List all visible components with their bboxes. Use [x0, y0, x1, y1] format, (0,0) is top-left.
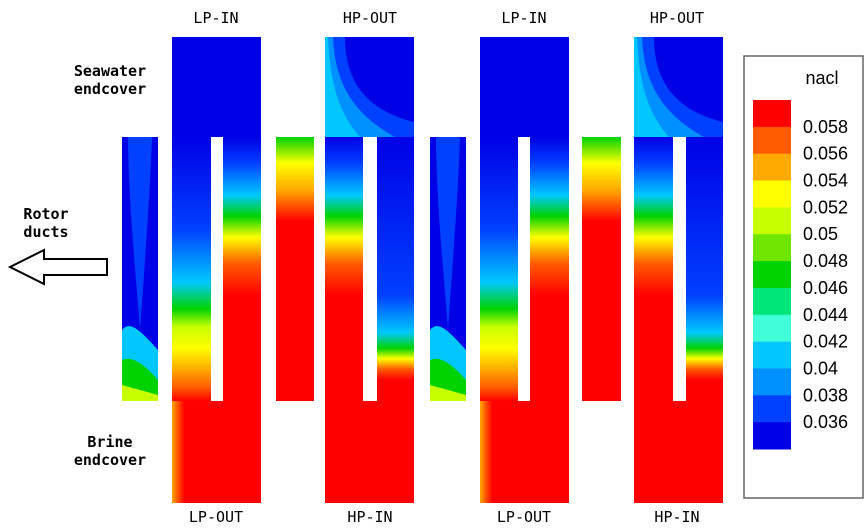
port-label-top-1: LP-IN	[193, 9, 238, 27]
port-label-bottom-2: HP-IN	[347, 508, 392, 526]
rotor-duct-5	[325, 137, 363, 401]
rotor-duct-10	[582, 137, 621, 401]
brine-endcover-lp-out-1	[172, 401, 261, 503]
legend-tick-label: 0.056	[803, 144, 848, 164]
brine-endcover-lp-out-2	[480, 401, 569, 503]
legend-swatch	[753, 126, 791, 155]
port-label-bottom-3: LP-OUT	[497, 508, 551, 526]
legend-swatch	[753, 368, 791, 396]
port-label-top-4: HP-OUT	[650, 9, 704, 27]
legend-labels: 0.058 0.056 0.054 0.052 0.05 0.048 0.046 0.044 0…	[803, 117, 848, 432]
rotor-duct-11	[634, 137, 673, 401]
brine-endcover-label-line2: endcover	[74, 451, 146, 469]
seawater-endcover-label-line1: Seawater	[74, 62, 146, 80]
legend-swatch	[753, 100, 791, 128]
port-label-top-3: LP-IN	[501, 9, 546, 27]
legend-tick-label: 0.042	[803, 332, 848, 352]
seawater-endcover-label-line2: endcover	[74, 80, 146, 98]
seawater-endcover-lp-in-2	[480, 37, 569, 137]
rotor-duct-4	[276, 137, 314, 401]
legend-swatch	[753, 261, 791, 289]
legend-swatch	[753, 234, 791, 262]
legend-tick-label: 0.04	[803, 358, 838, 378]
rotor-duct-7	[430, 137, 466, 401]
legend-swatch	[753, 341, 791, 369]
legend-tick-label: 0.038	[803, 385, 848, 405]
rotor-duct-12	[686, 137, 723, 401]
rotor-duct-1	[122, 137, 158, 401]
rotor-ducts-label-line1: Rotor	[23, 205, 68, 223]
legend-tick-label: 0.05	[803, 224, 838, 244]
legend-swatch	[753, 207, 791, 235]
legend-title: nacl	[805, 68, 838, 88]
port-label-top-2: HP-OUT	[343, 9, 397, 27]
legend-tick-label: 0.058	[803, 117, 848, 137]
legend-swatch	[753, 422, 791, 450]
rotor-duct-3	[223, 137, 261, 401]
seawater-endcover-lp-in-1	[172, 37, 261, 137]
left-arrow-outline-icon	[7, 248, 108, 286]
brine-endcover-hp-in-1	[325, 401, 414, 503]
seawater-endcover-hp-out-2	[634, 37, 723, 137]
rotor-duct-9	[530, 137, 569, 401]
brine-endcover-hp-in-2	[634, 401, 723, 503]
legend-tick-label: 0.046	[803, 278, 848, 298]
legend-tick-label: 0.052	[803, 197, 848, 217]
brine-endcover-label-line1: Brine	[87, 433, 132, 451]
rotor-duct-2	[172, 137, 211, 401]
legend-tick-label: 0.048	[803, 251, 848, 271]
port-label-bottom-1: LP-OUT	[189, 508, 243, 526]
rotor-duct-6	[377, 137, 414, 401]
legend-swatch	[753, 153, 791, 182]
rotor-duct-8	[480, 137, 518, 401]
legend-tick-label: 0.044	[803, 305, 848, 325]
port-label-bottom-4: HP-IN	[654, 508, 699, 526]
seawater-endcover-hp-out-1	[325, 37, 414, 137]
legend-swatch	[753, 395, 791, 423]
legend-tick-label: 0.054	[803, 171, 848, 191]
legend-color-bar	[753, 100, 791, 450]
legend-tick-label: 0.036	[803, 412, 848, 432]
legend-swatch	[753, 287, 791, 316]
legend-swatch	[753, 180, 791, 208]
rotor-ducts-label-line2: ducts	[23, 223, 68, 241]
legend-swatch	[753, 314, 791, 343]
